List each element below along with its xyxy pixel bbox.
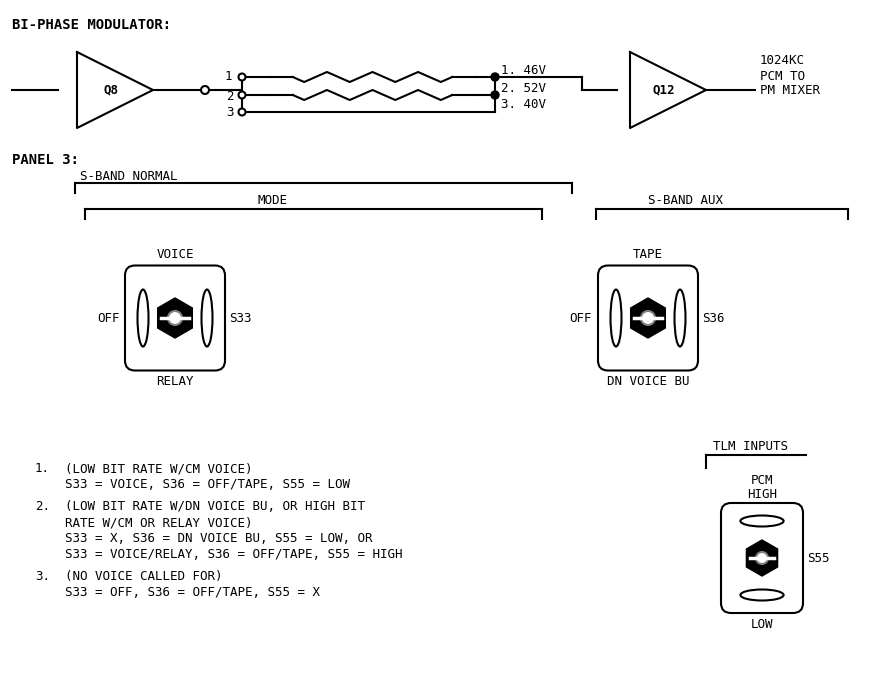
FancyBboxPatch shape (598, 265, 698, 371)
Circle shape (162, 305, 188, 331)
Text: MODE: MODE (257, 194, 287, 207)
Text: PCM: PCM (750, 473, 773, 486)
Text: S-BAND NORMAL: S-BAND NORMAL (80, 170, 178, 183)
Polygon shape (747, 540, 778, 576)
Circle shape (750, 546, 774, 570)
Circle shape (491, 91, 499, 99)
Text: S55: S55 (806, 551, 829, 564)
Circle shape (168, 311, 182, 325)
Text: S33: S33 (228, 311, 252, 324)
Text: OFF: OFF (97, 311, 119, 324)
Text: 2: 2 (226, 90, 234, 103)
Text: 2. 52V: 2. 52V (501, 81, 546, 94)
Text: TAPE: TAPE (633, 248, 663, 261)
Polygon shape (157, 298, 192, 338)
FancyBboxPatch shape (125, 265, 225, 371)
Text: S36: S36 (701, 311, 725, 324)
Text: (LOW BIT RATE W/CM VOICE): (LOW BIT RATE W/CM VOICE) (65, 462, 252, 475)
Circle shape (159, 302, 191, 334)
Text: S33 = VOICE/RELAY, S36 = OFF/TAPE, S55 = HIGH: S33 = VOICE/RELAY, S36 = OFF/TAPE, S55 =… (65, 548, 403, 561)
Text: 3.: 3. (35, 570, 50, 583)
Circle shape (491, 73, 499, 81)
Text: RATE W/CM OR RELAY VOICE): RATE W/CM OR RELAY VOICE) (65, 516, 252, 529)
Text: Q12: Q12 (653, 83, 676, 96)
Ellipse shape (741, 516, 783, 527)
Text: S-BAND AUX: S-BAND AUX (648, 194, 723, 207)
Circle shape (641, 311, 655, 325)
Text: S33 = X, S36 = DN VOICE BU, S55 = LOW, OR: S33 = X, S36 = DN VOICE BU, S55 = LOW, O… (65, 532, 372, 545)
Circle shape (238, 73, 245, 81)
Text: 2.: 2. (35, 500, 50, 513)
Text: TLM INPUTS: TLM INPUTS (713, 440, 788, 453)
Text: RELAY: RELAY (156, 375, 194, 388)
Text: 1.: 1. (35, 462, 50, 475)
Text: DN VOICE BU: DN VOICE BU (607, 375, 689, 388)
Ellipse shape (741, 590, 783, 601)
Circle shape (201, 86, 209, 94)
Circle shape (238, 109, 245, 116)
Polygon shape (630, 298, 665, 338)
Text: 1: 1 (224, 70, 232, 83)
Circle shape (632, 302, 664, 334)
Text: HIGH: HIGH (747, 488, 777, 501)
Text: S33 = VOICE, S36 = OFF/TAPE, S55 = LOW: S33 = VOICE, S36 = OFF/TAPE, S55 = LOW (65, 478, 350, 491)
Text: (NO VOICE CALLED FOR): (NO VOICE CALLED FOR) (65, 570, 222, 583)
Circle shape (756, 552, 768, 564)
Text: PANEL 3:: PANEL 3: (12, 153, 79, 167)
Text: 3. 40V: 3. 40V (501, 98, 546, 111)
Text: (LOW BIT RATE W/DN VOICE BU, OR HIGH BIT: (LOW BIT RATE W/DN VOICE BU, OR HIGH BIT (65, 500, 365, 513)
Text: VOICE: VOICE (156, 248, 194, 261)
Text: S33 = OFF, S36 = OFF/TAPE, S55 = X: S33 = OFF, S36 = OFF/TAPE, S55 = X (65, 586, 320, 599)
Text: BI-PHASE MODULATOR:: BI-PHASE MODULATOR: (12, 18, 171, 32)
Text: OFF: OFF (570, 311, 592, 324)
Circle shape (635, 305, 661, 331)
Text: 1. 46V: 1. 46V (501, 64, 546, 77)
Text: Q8: Q8 (103, 83, 118, 96)
Text: 1024KC
PCM TO
PM MIXER: 1024KC PCM TO PM MIXER (760, 55, 820, 98)
Text: 3: 3 (226, 107, 234, 120)
Ellipse shape (202, 289, 212, 347)
Ellipse shape (611, 289, 621, 347)
FancyBboxPatch shape (721, 503, 803, 613)
Circle shape (238, 92, 245, 98)
Text: LOW: LOW (750, 618, 773, 631)
Ellipse shape (675, 289, 685, 347)
Ellipse shape (138, 289, 148, 347)
